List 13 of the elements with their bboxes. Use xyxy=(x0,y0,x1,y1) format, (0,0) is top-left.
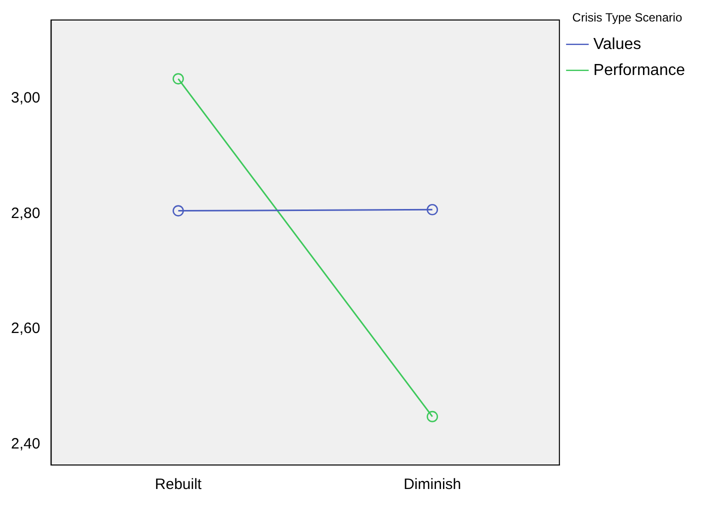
legend-title: Crisis Type Scenario xyxy=(572,10,682,24)
point xyxy=(426,204,438,216)
x-tick-label: Diminish xyxy=(404,476,462,494)
point xyxy=(172,73,184,84)
y-tick-label: 2,40 xyxy=(10,435,40,452)
legend-label: Performance xyxy=(593,62,686,79)
y-tick-label: 2,60 xyxy=(10,320,40,338)
x-tick-label: Rebuilt xyxy=(154,476,202,494)
y-tick-label: 3,00 xyxy=(10,90,40,107)
point xyxy=(426,410,438,422)
y-tick-label: 2,80 xyxy=(10,204,40,222)
point xyxy=(172,205,184,216)
legend-label: Values xyxy=(593,36,642,53)
